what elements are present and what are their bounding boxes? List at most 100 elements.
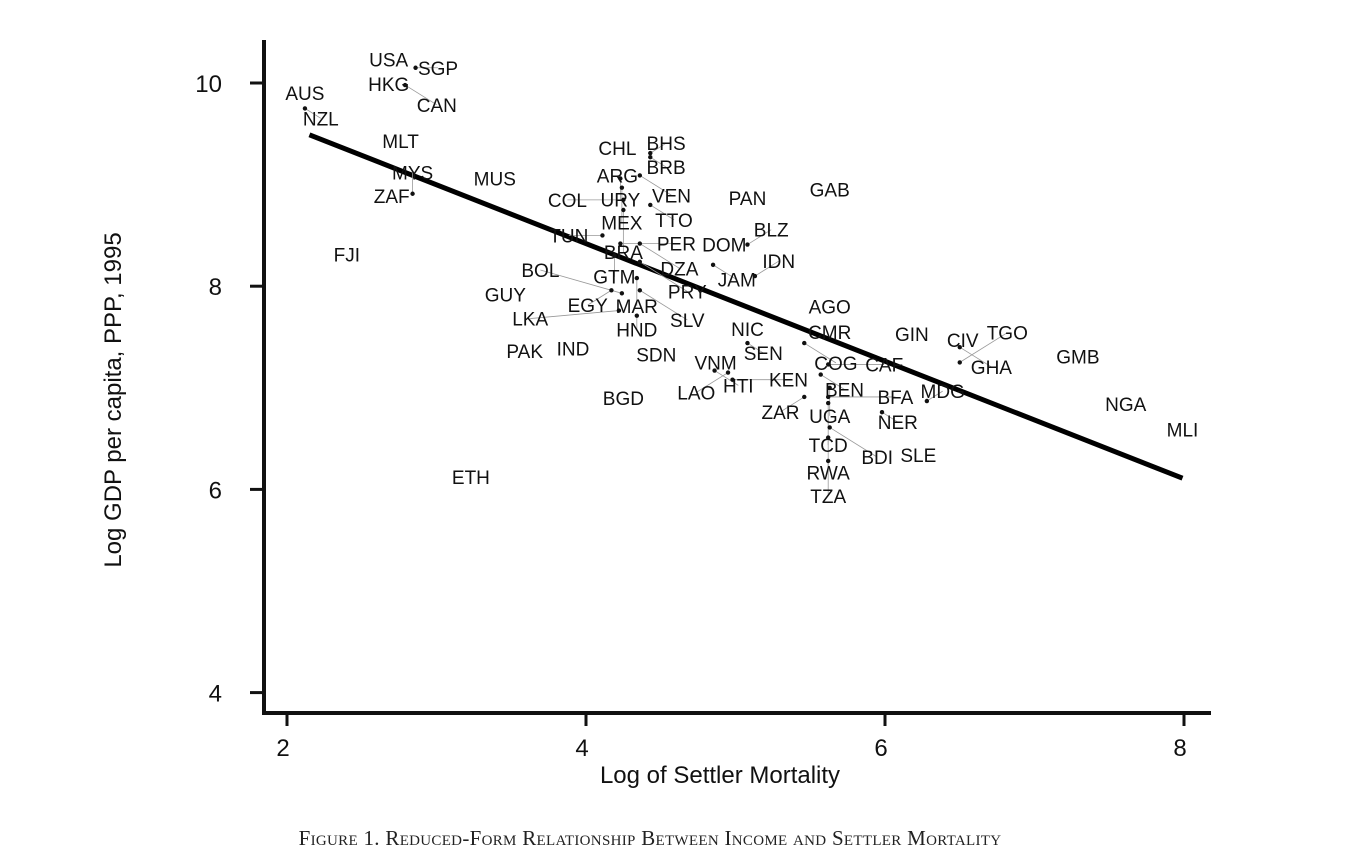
point-label-slv: SLV [670,311,705,332]
x-axis-label: Log of Settler Mortality [600,762,840,789]
point-label-arg: ARG [597,166,638,187]
data-point-marker [634,275,640,281]
data-point-marker [410,191,415,196]
point-label-dom: DOM [702,236,746,257]
leader-line [881,411,899,423]
point-label-sle: SLE [900,446,936,467]
data-point-marker [637,173,643,178]
point-label-tcd: TCD [809,436,848,457]
leader-line [820,374,845,390]
leader-line [530,310,619,319]
point-label-ben: BEN [825,380,864,401]
point-label-col: COL [548,191,587,212]
axes [262,40,1211,715]
point-label-mys: MYS [392,164,433,185]
point-label-sdn: SDN [636,345,676,366]
point-label-dza: DZA [660,259,698,280]
leader-line [696,372,729,393]
point-label-zaf: ZAF [374,187,410,208]
point-label-rwa: RWA [807,464,851,485]
x-tick-label: 6 [874,735,887,762]
point-label-egy: EGY [568,296,608,317]
point-label-vnm: VNM [694,353,736,374]
leader-line [747,229,772,245]
data-point-marker [621,207,626,213]
point-label-ury: URY [601,191,641,212]
data-point-marker [725,370,731,375]
y-axis-label: Log GDP per capita, PPP, 1995 [100,232,127,567]
data-point-marker [752,273,758,279]
point-label-ven: VEN [652,186,691,207]
point-label-chl: CHL [598,139,636,160]
point-label-mlt: MLT [382,132,419,153]
data-point-marker [402,82,408,88]
leader-line [926,390,943,402]
point-label-per: PER [657,235,696,256]
figure-caption: Figure 1. Reduced-Form Relationship Betw… [298,826,1002,850]
leader-line [304,108,321,119]
point-label-gtm: GTM [593,268,635,289]
point-label-bol: BOL [521,261,559,282]
point-label-gha: GHA [971,358,1013,379]
point-label-can: CAN [417,96,457,117]
point-label-bhs: BHS [647,134,686,155]
data-point-marker [802,340,807,346]
point-label-blz: BLZ [754,221,789,242]
data-point-marker [825,400,831,406]
data-point-marker [957,344,962,350]
data-point-marker [637,241,643,246]
point-label-sgp: SGP [418,59,458,80]
data-point-marker [827,385,832,390]
x-tick-label: 2 [276,735,289,762]
point-label-mus: MUS [474,170,516,191]
point-label-nzl: NZL [303,109,339,130]
leader-line [959,346,992,368]
data-point-marker [924,398,930,404]
leader-line [639,243,680,269]
leader-line [639,175,672,196]
leader-line [829,427,878,458]
data-point-marker [710,262,716,268]
point-label-guy: GUY [485,285,527,306]
data-point-marker [619,291,625,296]
point-label-tgo: TGO [987,324,1028,345]
point-label-tto: TTO [655,211,693,232]
point-label-civ: CIV [947,331,979,352]
point-label-ago: AGO [809,298,851,319]
leader-line [747,342,764,354]
data-point-marker [648,202,653,208]
point-label-ner: NER [878,413,918,434]
point-label-ken: KEN [769,371,808,392]
point-label-hti: HTI [723,376,754,397]
data-point-marker [618,176,623,181]
leader-line [804,342,837,364]
point-label-aus: AUS [285,84,324,105]
data-point-marker [616,308,622,313]
point-label-lao: LAO [677,383,715,404]
point-label-brb: BRB [647,158,686,179]
point-label-mex: MEX [601,214,643,235]
leader-line [639,261,688,292]
leader-line [404,84,437,106]
data-point-marker [802,394,807,400]
point-label-gmb: GMB [1056,347,1099,368]
data-point-marker [619,185,625,190]
point-label-fji: FJI [334,246,360,267]
data-point-marker [648,154,653,160]
point-label-zar: ZAR [762,403,800,424]
leader-line [712,264,738,281]
data-point-marker [825,394,831,400]
point-label-pry: PRY [668,283,707,304]
data-point-marker [637,288,643,293]
point-label-caf: CAF [865,355,903,376]
data-point-marker [745,242,750,247]
data-point-marker [745,340,750,346]
point-label-lka: LKA [512,310,548,331]
data-point-marker [621,197,626,203]
point-label-bgd: BGD [603,389,644,410]
point-label-sen: SEN [744,344,783,365]
point-label-usa: USA [369,51,408,72]
data-point-marker [634,313,640,318]
data-point-marker [600,233,605,238]
